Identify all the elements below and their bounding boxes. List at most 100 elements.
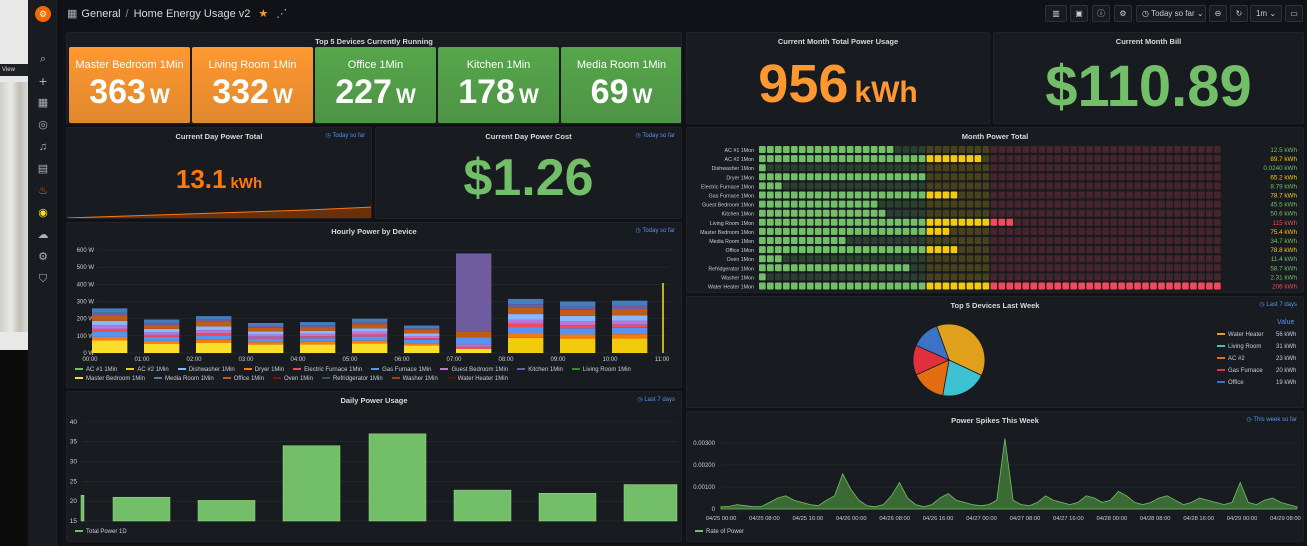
- explore-compass-icon[interactable]: ◎: [38, 119, 48, 131]
- gauge-cell: [926, 209, 934, 217]
- panel-title[interactable]: Current Month Bill: [1115, 37, 1182, 46]
- gauge-cell: [806, 146, 814, 153]
- x-tick-label: 00:00: [82, 357, 98, 363]
- stat-tile[interactable]: Office 1Min 227 W: [315, 47, 436, 123]
- time-badge[interactable]: ◷ This week so far: [1247, 416, 1297, 423]
- gauge-cell: [1094, 282, 1101, 290]
- gauge-cell: [1062, 255, 1070, 263]
- time-badge[interactable]: ◷ Today so far: [636, 132, 675, 139]
- search-icon[interactable]: ⌕: [39, 53, 47, 65]
- legend-item[interactable]: Office: [1217, 380, 1244, 386]
- stat-tile[interactable]: Kitchen 1Min 178 W: [438, 47, 559, 123]
- gauge-cell: [1198, 255, 1205, 263]
- legend-item[interactable]: Refridgerator 1Min: [321, 375, 383, 384]
- dashboards-grid-icon[interactable]: ▦: [37, 97, 49, 109]
- panel-title[interactable]: Month Power Total: [961, 132, 1029, 141]
- panel-title[interactable]: Current Day Power Cost: [485, 132, 572, 141]
- panel-title[interactable]: Hourly Power by Device: [331, 227, 417, 236]
- legend-item[interactable]: Office 1Min: [222, 375, 264, 384]
- globe-icon[interactable]: ◉: [38, 207, 48, 219]
- stat-tile[interactable]: Media Room 1Min 69 W: [561, 47, 681, 123]
- legend-label: AC #2 1Min: [137, 367, 169, 373]
- gauge-cell: [1198, 218, 1205, 226]
- legend-item[interactable]: Water Heater 1Min: [446, 375, 508, 384]
- stat-tile[interactable]: Master Bedroom 1Min 363 W: [69, 47, 190, 123]
- y-tick-label: 0 W: [83, 351, 94, 357]
- time-badge[interactable]: ◷ Last 7 days: [637, 396, 675, 403]
- gauge-cell: [918, 146, 926, 153]
- gauge-cell: [1126, 182, 1133, 190]
- legend-value-header[interactable]: Value: [1277, 319, 1295, 326]
- legend-item[interactable]: AC #2 1Min: [126, 366, 169, 375]
- gauge-cell: [1054, 182, 1062, 190]
- view-button[interactable]: View: [0, 64, 28, 76]
- grafana-logo-icon[interactable]: ⚙: [35, 6, 51, 22]
- panel-title[interactable]: Top 5 Devices Last Week: [950, 301, 1040, 310]
- gauge-cell: [1022, 218, 1030, 226]
- cloud-upload-icon[interactable]: ☁: [37, 229, 49, 241]
- gauge-cell: [838, 218, 846, 226]
- document-icon[interactable]: ▤: [37, 163, 49, 175]
- dashboard-title[interactable]: Home Energy Usage v2: [133, 8, 251, 20]
- share-icon[interactable]: ⋰: [276, 8, 288, 20]
- legend-item[interactable]: Oven 1Min: [272, 375, 313, 384]
- legend-item[interactable]: Media Room 1Min: [154, 375, 214, 384]
- legend-item[interactable]: Guest Bedroom 1Min: [440, 366, 508, 375]
- x-tick-label: 04/26 00:00: [836, 516, 867, 522]
- time-badge[interactable]: ◷ Today so far: [636, 227, 675, 234]
- bar-segment: [300, 322, 336, 326]
- refresh-icon[interactable]: ↻: [1230, 5, 1248, 22]
- legend-item[interactable]: AC #2: [1217, 356, 1245, 362]
- time-range-picker[interactable]: ◷ Today so far ⌄: [1136, 5, 1206, 22]
- gauge-cell: [918, 237, 926, 244]
- legend-item[interactable]: Gas Furnace 1Min: [371, 366, 431, 375]
- add-panel-icon[interactable]: ▥: [1045, 5, 1067, 22]
- gauge-cell: [759, 255, 766, 263]
- legend-item[interactable]: Washer 1Min: [391, 375, 438, 384]
- legend-item[interactable]: Living Room 1Min: [571, 366, 631, 375]
- gauge-cell: [1174, 209, 1181, 217]
- legend-item[interactable]: Electric Furnace 1Min: [293, 366, 362, 375]
- breadcrumb-folder[interactable]: General: [81, 8, 121, 20]
- tile-name: Master Bedroom 1Min: [75, 59, 184, 71]
- settings-icon[interactable]: ⚙: [1114, 5, 1132, 22]
- gauge-cell: [1158, 255, 1165, 263]
- stat-tile[interactable]: Living Room 1Min 332 W: [192, 47, 313, 123]
- panel-title[interactable]: Current Day Power Total: [175, 132, 263, 141]
- top-navbar: ▦ General / Home Energy Usage v2 ★ ⋰ ▥ ▣ ⓘ ⚙ …: [57, 0, 1307, 28]
- zoom-out-icon[interactable]: ⊖: [1209, 5, 1227, 22]
- shield-icon[interactable]: ⛉: [38, 273, 48, 285]
- plus-icon[interactable]: +: [38, 73, 48, 89]
- legend-item[interactable]: Living Room: [1217, 344, 1261, 350]
- legend-item[interactable]: Total Power 1D: [75, 529, 127, 535]
- panel-title[interactable]: Current Month Total Power Usage: [777, 37, 899, 46]
- tv-mode-icon[interactable]: ▭: [1285, 5, 1303, 22]
- legend-item[interactable]: Dishwasher 1Min: [177, 366, 235, 375]
- info-icon[interactable]: ⓘ: [1092, 5, 1110, 22]
- legend-item[interactable]: Kitchen 1Min: [517, 366, 563, 375]
- gauge-cell: [918, 246, 926, 254]
- gauge-cell: [790, 173, 798, 181]
- legend-item[interactable]: Rate of Power: [695, 529, 744, 535]
- legend-item[interactable]: Gas Furnace: [1217, 368, 1263, 374]
- gauge-cell: [1142, 237, 1149, 244]
- refresh-interval-picker[interactable]: 1m ⌄: [1250, 5, 1282, 22]
- time-badge[interactable]: ◷ Today so far: [326, 132, 365, 139]
- legend-item[interactable]: Water Heater: [1217, 332, 1263, 338]
- panel-title[interactable]: Power Spikes This Week: [951, 416, 1039, 425]
- gauge-cell: [1110, 182, 1117, 190]
- star-icon[interactable]: ★: [258, 8, 269, 20]
- gauge-cell: [1078, 200, 1085, 208]
- panel-title[interactable]: Top 5 Devices Currently Running: [315, 37, 433, 46]
- panel-title[interactable]: Daily Power Usage: [340, 396, 408, 405]
- time-badge[interactable]: ◷ Last 7 days: [1259, 301, 1297, 308]
- gauge-cell: [1214, 173, 1221, 181]
- settings-gear-icon[interactable]: ⚙: [38, 251, 48, 263]
- legend-item[interactable]: Dryer 1Min: [243, 366, 284, 375]
- save-icon[interactable]: ▣: [1070, 5, 1088, 22]
- gauge-cell: [998, 200, 1006, 208]
- plugin-flame-icon[interactable]: ♨: [38, 185, 48, 197]
- legend-item[interactable]: Master Bedroom 1Min: [75, 375, 145, 384]
- legend-item[interactable]: AC #1 1Min: [75, 366, 117, 375]
- alerting-bell-icon[interactable]: ♫: [38, 141, 48, 153]
